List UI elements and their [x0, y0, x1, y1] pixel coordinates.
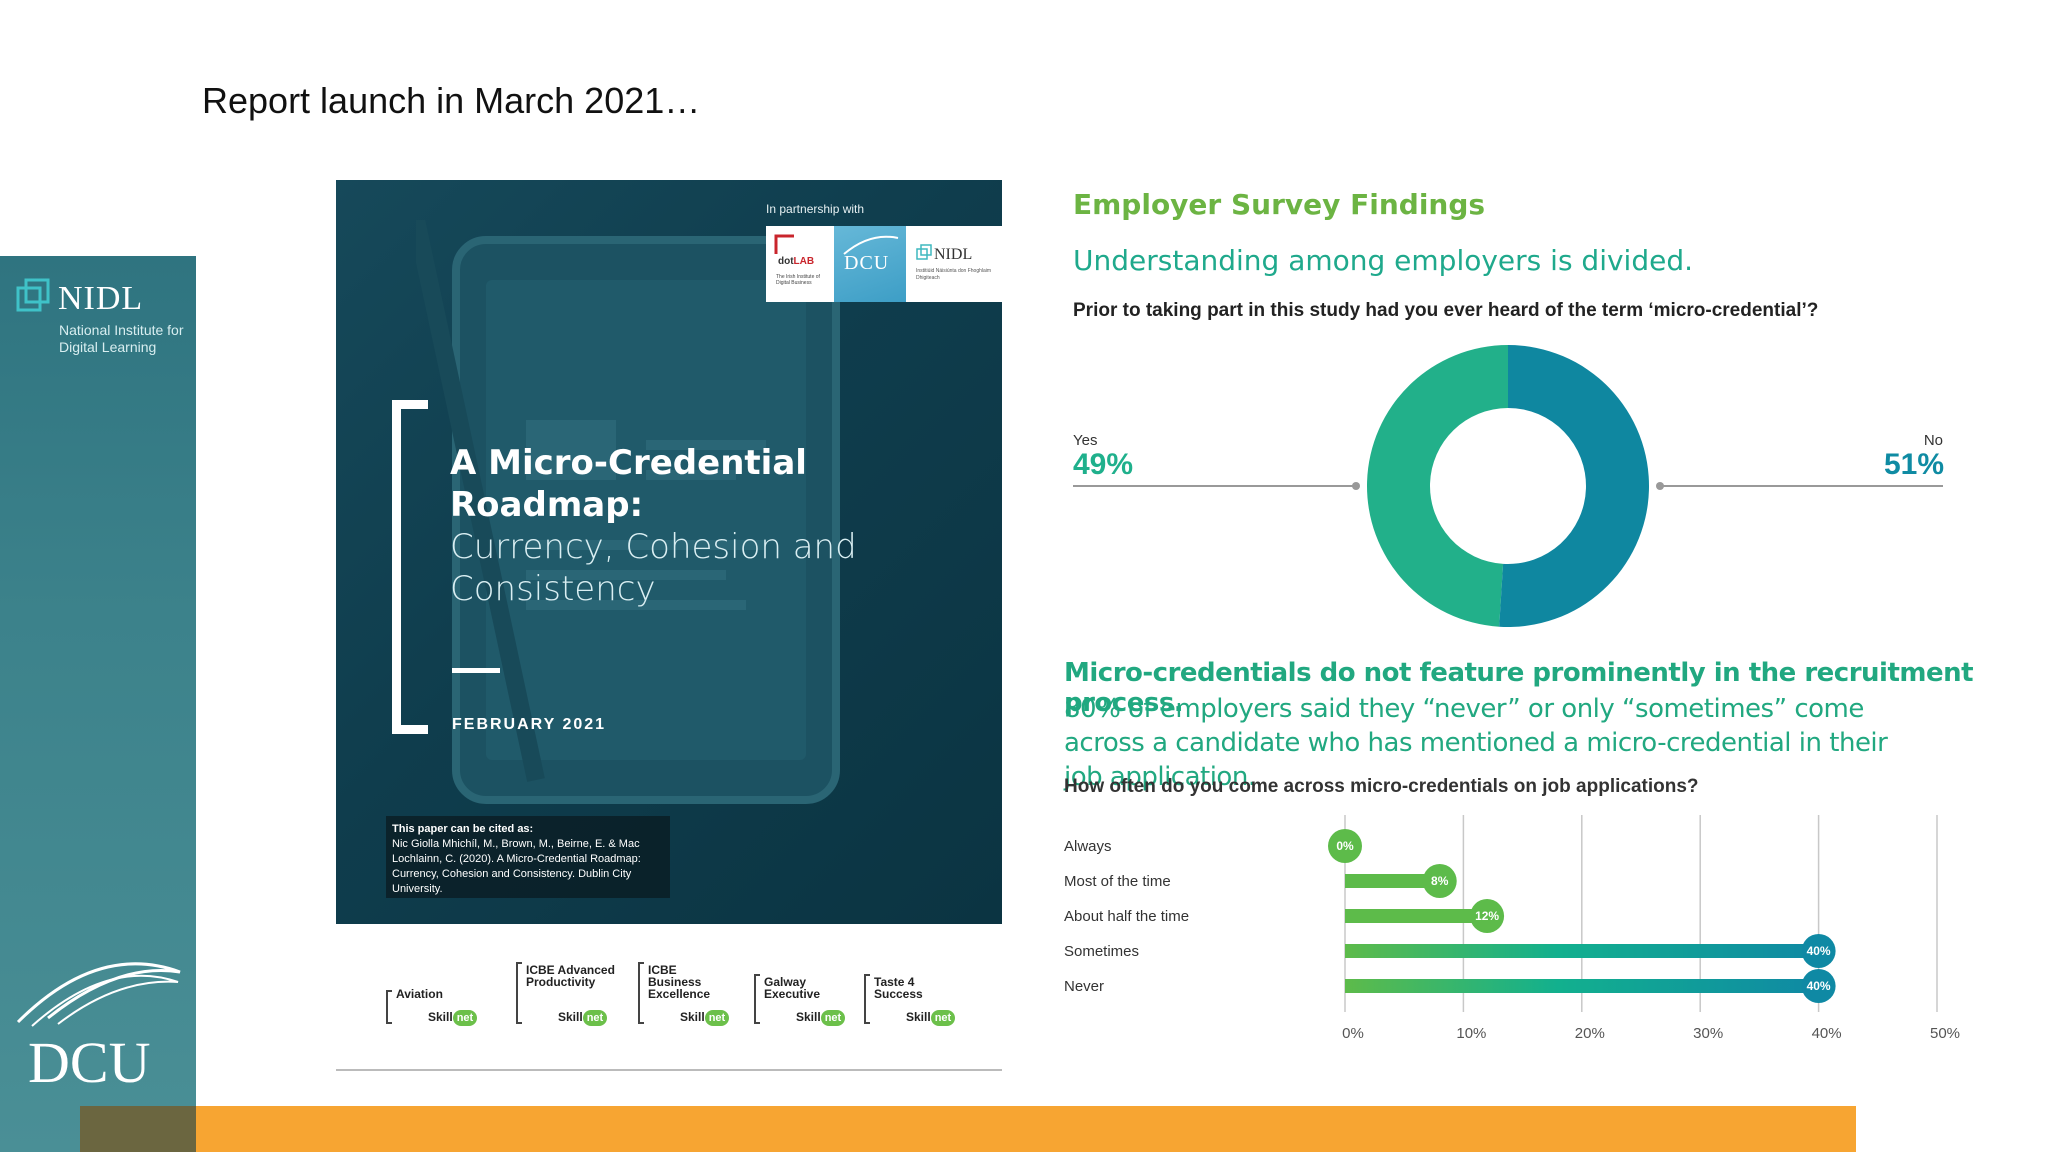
category-label: Never	[1064, 978, 1104, 995]
skillnet-name: ICBE Business Excellence	[648, 963, 711, 1001]
skillnet-name: Galway Executive	[764, 975, 821, 1001]
data-label-bubble	[1801, 934, 1836, 968]
dotlab-logo: dotLAB The Irish Institute of Digital Bu…	[766, 226, 834, 302]
skillnet-logo: Aviation Skill net	[386, 960, 478, 1030]
skillnet-brand: Skill	[796, 1010, 821, 1024]
skillnet-brand: Skill	[680, 1010, 705, 1024]
donut-slice-yes	[1367, 345, 1508, 627]
data-label-bubble	[1328, 829, 1362, 863]
frequency-bar-chart: 0% 10% 20% 30% 40% 50% Always 0% Most of the tim…	[1064, 815, 1960, 1042]
dcu-logo: DCU	[16, 962, 181, 1092]
citation-heading: This paper can be cited as:	[392, 823, 534, 835]
nidl-partner-logo: NIDL Institiúid Náisiúnta don Fhoghlaim …	[906, 226, 1002, 302]
skillnet-brand: Skill	[428, 1010, 453, 1024]
dcu-partner-label: DCU	[844, 252, 890, 274]
dotlab-label-a: dot	[778, 256, 794, 267]
skillnet-logo: ICBE Advanced Productivity Skill net	[516, 960, 615, 1030]
skillnet-net-badge: net	[820, 1010, 846, 1026]
survey-heading: Employer Survey Findings	[1073, 188, 1486, 221]
partner-logos: dotLAB The Irish Institute of Digital Bu…	[766, 226, 1002, 302]
report-cover: In partnership with dotLAB The Irish Ins…	[336, 180, 1002, 924]
data-label-bubble	[1470, 899, 1505, 933]
data-label: 40%	[1807, 944, 1831, 958]
data-label-bubble	[1801, 969, 1836, 1003]
slide-title: Report launch in March 2021…	[202, 80, 701, 121]
category-label: About half the time	[1064, 908, 1189, 925]
skillnet-brand: Skill	[906, 1010, 931, 1024]
sidebar: NIDL National Institute for Digital Lear…	[0, 256, 196, 1152]
no-label: No	[1923, 432, 1943, 449]
dcu-wordmark: DCU	[28, 1030, 150, 1092]
citation-text: Nic Giolla Mhichíl, M., Brown, M., Beirn…	[392, 838, 641, 895]
no-leader-dot	[1656, 482, 1664, 490]
yes-label: Yes	[1073, 432, 1098, 449]
cover-dash	[452, 668, 500, 673]
skillnet-brand: Skill	[558, 1010, 583, 1024]
nidl-logo: NIDL National Institute for Digital Lear…	[16, 278, 186, 368]
tablet-illustration	[416, 220, 840, 804]
skillnet-net-badge: net	[704, 1010, 730, 1026]
bar	[1345, 944, 1819, 958]
category-label: Sometimes	[1064, 943, 1139, 960]
nidl-wordmark: NIDL	[58, 280, 144, 317]
cover-bracket	[392, 400, 428, 734]
survey-question-1: Prior to taking part in this study had y…	[1073, 300, 1819, 321]
x-tick-label: 10%	[1456, 1025, 1486, 1042]
dcu-swoosh-icon	[843, 235, 899, 255]
data-label: 0%	[1336, 839, 1354, 853]
donut-slice-no	[1499, 345, 1650, 627]
cover-subtitle: Currency, Cohesion and Consistency	[450, 527, 857, 609]
yes-value: 49%	[1073, 448, 1134, 481]
citation-box: This paper can be cited as: Nic Giolla M…	[386, 816, 670, 898]
skillnet-logos: Aviation Skill net ICBE Advanced Producti…	[380, 960, 980, 1030]
dotlab-bracket-icon	[774, 234, 794, 254]
x-tick-label: 0%	[1342, 1025, 1364, 1042]
data-label: 12%	[1475, 909, 1499, 923]
skillnet-net-badge: net	[452, 1010, 478, 1026]
dcu-partner-logo: DCU	[834, 226, 906, 302]
cover-date: FEBRUARY 2021	[452, 716, 607, 733]
bottom-accent-bar-shade	[80, 1106, 196, 1152]
x-tick-label: 40%	[1812, 1025, 1842, 1042]
survey-question-2: How often do you come across micro-crede…	[1064, 776, 1699, 797]
bar	[1345, 874, 1440, 888]
data-label: 8%	[1431, 874, 1449, 888]
x-tick-label: 20%	[1575, 1025, 1605, 1042]
nidl-partner-small: Institiúid Náisiúnta don Fhoghlaim Dhigi…	[916, 268, 992, 281]
nidl-partner-mark-icon	[916, 244, 932, 260]
recruitment-heading: Micro-credentials do not feature promine…	[1064, 658, 1974, 718]
skillnet-name: Taste 4 Success	[874, 975, 923, 1001]
dotlab-label-b: LAB	[793, 256, 815, 267]
skillnet-net-badge: net	[582, 1010, 608, 1026]
yes-leader-dot	[1352, 482, 1360, 490]
skillnet-logo: Taste 4 Success Skill net	[864, 960, 956, 1030]
bottom-accent-bar	[80, 1106, 1856, 1152]
no-value: 51%	[1883, 448, 1944, 481]
nidl-mark-icon	[16, 278, 50, 312]
skillnet-logo: Galway Executive Skill net	[754, 960, 846, 1030]
skillnet-name: ICBE Advanced Productivity	[526, 963, 615, 989]
partner-label: In partnership with	[766, 202, 865, 216]
dotlab-small: The Irish Institute of Digital Business	[776, 274, 820, 286]
recruitment-body: 80% of employers said they “never” or on…	[1064, 694, 1888, 792]
skillnet-name: Aviation	[396, 987, 443, 1001]
x-tick-label: 50%	[1930, 1025, 1960, 1042]
skillnet-net-badge: net	[930, 1010, 956, 1026]
bar	[1345, 979, 1819, 993]
category-label: Most of the time	[1064, 873, 1171, 890]
donut-chart	[1073, 345, 1943, 627]
category-label: Always	[1064, 838, 1112, 855]
cover-title: A Micro-Credential Roadmap:	[450, 443, 807, 525]
cover-divider	[336, 1069, 1002, 1071]
survey-subheading: Understanding among employers is divided…	[1073, 244, 1694, 277]
data-label: 40%	[1807, 979, 1831, 993]
nidl-partner-label: NIDL	[934, 246, 973, 263]
x-tick-label: 30%	[1693, 1025, 1723, 1042]
data-label-bubble	[1422, 864, 1457, 898]
bar	[1345, 909, 1488, 923]
skillnet-logo: ICBE Business Excellence Skill net	[638, 960, 730, 1030]
nidl-subtitle: National Institute for Digital Learning	[59, 322, 184, 355]
